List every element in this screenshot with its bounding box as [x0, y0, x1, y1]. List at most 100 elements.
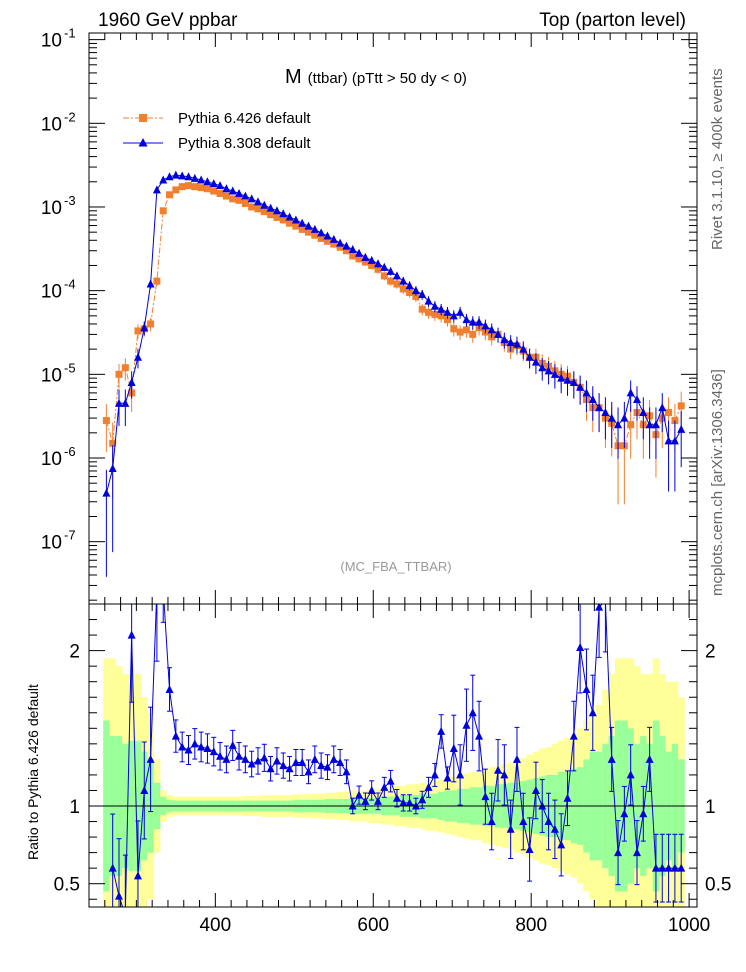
ratio-marker-triangle — [342, 767, 351, 776]
ratio-marker-triangle — [367, 785, 376, 794]
ratio-marker-triangle — [399, 798, 408, 807]
y-tick-label-exp: -5 — [64, 360, 76, 375]
marker-triangle — [544, 366, 553, 375]
marker-triangle — [140, 323, 149, 332]
marker-triangle — [443, 307, 452, 316]
marker-triangle — [285, 212, 294, 221]
main-title: M (ttbar) (pTtt > 50 dy < 0) — [285, 66, 467, 88]
marker-triangle — [146, 279, 155, 288]
marker-square — [469, 330, 477, 338]
marker-square — [361, 258, 369, 266]
marker-square — [665, 408, 673, 416]
ratio-marker-triangle — [620, 809, 629, 818]
ratio-marker-triangle — [247, 759, 256, 768]
marker-square — [235, 196, 243, 204]
marker-square — [393, 280, 401, 288]
marker-triangle — [607, 413, 616, 422]
marker-triangle — [152, 185, 161, 194]
ratio-marker-triangle — [519, 817, 528, 826]
legend-marker-pythia8 — [138, 138, 148, 147]
title-sub: (ttbar) (pTtt > 50 dy < 0) — [308, 70, 467, 87]
marker-square — [374, 265, 382, 273]
legend-entry-pythia8: Pythia 8.308 default — [123, 135, 311, 152]
marker-square — [456, 328, 464, 336]
ratio-marker-triangle — [209, 747, 218, 756]
marker-triangle — [658, 403, 667, 412]
marker-triangle — [222, 184, 231, 193]
x-tick-label: 1000 — [668, 915, 710, 936]
ratio-marker-triangle — [632, 848, 641, 857]
ratio-marker-triangle — [279, 761, 288, 770]
marker-square — [166, 191, 174, 199]
ratio-marker-triangle — [266, 764, 275, 773]
marker-triangle — [108, 463, 117, 472]
ratio-marker-triangle — [475, 731, 484, 740]
x-tick-label: 600 — [357, 915, 389, 936]
ratio-marker-triangle — [197, 742, 206, 751]
ratio-marker-triangle — [557, 840, 566, 849]
marker-square — [153, 277, 161, 285]
marker-triangle — [127, 377, 136, 386]
marker-triangle — [298, 218, 307, 227]
ratio-marker-triangle — [595, 604, 604, 611]
marker-triangle — [342, 241, 351, 250]
y-tick-label: 10 — [41, 365, 62, 386]
ratio-marker-triangle — [121, 910, 129, 918]
marker-triangle — [456, 307, 465, 316]
marker-square — [273, 213, 281, 221]
marker-triangle — [392, 271, 401, 280]
marker-square — [627, 421, 635, 429]
rivet-label: Rivet 3.1.10, ≥ 400k events — [709, 68, 726, 250]
ratio-marker-triangle — [544, 817, 553, 826]
marker-square — [210, 187, 218, 195]
ratio-marker-triangle — [355, 790, 364, 799]
y-tick-label: 10 — [41, 31, 62, 52]
marker-triangle — [266, 203, 275, 212]
ratio-marker-triangle — [664, 863, 673, 872]
y-tick-label-exp: -3 — [64, 193, 76, 208]
ratio-marker-triangle — [216, 751, 225, 760]
ratio-marker-triangle — [235, 751, 244, 760]
ratio-marker-triangle — [133, 871, 142, 880]
ratio-marker-triangle — [329, 754, 338, 763]
marker-triangle — [500, 335, 509, 344]
marker-triangle — [525, 352, 534, 361]
marker-square — [172, 186, 180, 194]
marker-square — [279, 216, 287, 224]
legend-label-pythia6: Pythia 6.426 default — [178, 110, 311, 127]
ratio-marker-triangle — [171, 731, 180, 740]
ratio-marker-triangle — [563, 793, 572, 802]
marker-square — [368, 261, 376, 269]
ratio-marker-triangle — [260, 753, 269, 762]
ratio-marker-triangle — [670, 863, 679, 872]
marker-square — [147, 320, 155, 328]
marker-triangle — [632, 395, 641, 404]
main-plot: 10-110-210-310-410-510-610-7 — [41, 26, 697, 604]
ratio-data-layer — [103, 604, 686, 918]
marker-triangle — [664, 436, 673, 445]
ratio-marker-triangle — [127, 630, 136, 639]
header-right: Top (parton level) — [539, 10, 686, 31]
ratio-marker-triangle — [531, 785, 540, 794]
legend-label-pythia8: Pythia 8.308 default — [178, 135, 311, 152]
x-tick-label: 400 — [199, 915, 231, 936]
ratio-marker-triangle — [190, 739, 199, 748]
ratio-marker-triangle — [588, 708, 597, 717]
marker-triangle — [323, 231, 332, 240]
marker-square — [229, 195, 237, 203]
marker-square — [431, 310, 439, 318]
title-main: M — [285, 66, 302, 88]
marker-square — [222, 192, 230, 200]
main-data-layer — [102, 170, 686, 577]
marker-triangle — [405, 281, 414, 290]
marker-triangle — [512, 339, 521, 348]
marker-triangle — [361, 252, 370, 261]
marker-triangle — [601, 407, 610, 416]
ratio-marker-triangle — [582, 684, 591, 693]
marker-square — [418, 305, 426, 313]
y-tick-label-exp: -2 — [64, 109, 76, 124]
ratio-plot: 0.5 0.5 1 1 2 2 400 600 800 1000 — [54, 604, 731, 936]
ratio-y-tick-label-right: 0.5 — [705, 875, 731, 896]
ratio-marker-triangle — [285, 764, 294, 773]
